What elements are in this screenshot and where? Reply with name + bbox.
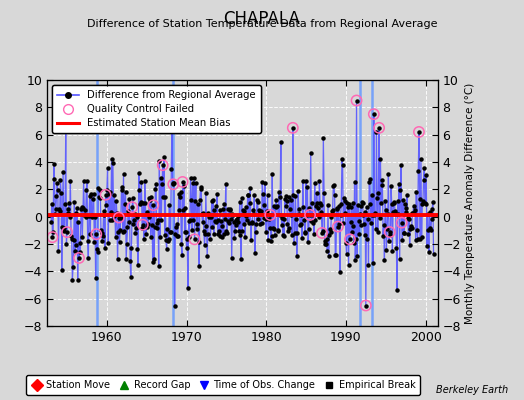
Point xyxy=(334,223,342,230)
Text: Difference of Station Temperature Data from Regional Average: Difference of Station Temperature Data f… xyxy=(87,19,437,29)
Point xyxy=(101,192,110,198)
Point xyxy=(375,125,384,131)
Point xyxy=(75,255,83,261)
Legend: Station Move, Record Gap, Time of Obs. Change, Empirical Break: Station Move, Record Gap, Time of Obs. C… xyxy=(26,376,420,395)
Point xyxy=(306,212,314,218)
Point xyxy=(169,181,178,188)
Text: CHAPALA: CHAPALA xyxy=(224,10,300,28)
Point xyxy=(369,111,378,117)
Point xyxy=(128,204,136,210)
Point xyxy=(346,236,354,242)
Point xyxy=(115,214,123,221)
Point xyxy=(48,234,57,240)
Point xyxy=(138,222,147,228)
Point xyxy=(158,162,167,168)
Point xyxy=(289,125,297,131)
Point xyxy=(415,129,423,135)
Point xyxy=(362,302,370,309)
Y-axis label: Monthly Temperature Anomaly Difference (°C): Monthly Temperature Anomaly Difference (… xyxy=(465,82,475,324)
Point xyxy=(149,202,158,208)
Legend: Difference from Regional Average, Quality Control Failed, Estimated Station Mean: Difference from Regional Average, Qualit… xyxy=(52,85,261,133)
Point xyxy=(266,212,275,218)
Point xyxy=(178,179,187,185)
Point xyxy=(63,229,71,235)
Point xyxy=(92,231,101,237)
Point xyxy=(398,220,406,226)
Point xyxy=(386,229,394,235)
Point xyxy=(318,230,326,236)
Point xyxy=(352,97,361,104)
Point xyxy=(190,236,199,242)
Text: Berkeley Earth: Berkeley Earth xyxy=(436,385,508,395)
